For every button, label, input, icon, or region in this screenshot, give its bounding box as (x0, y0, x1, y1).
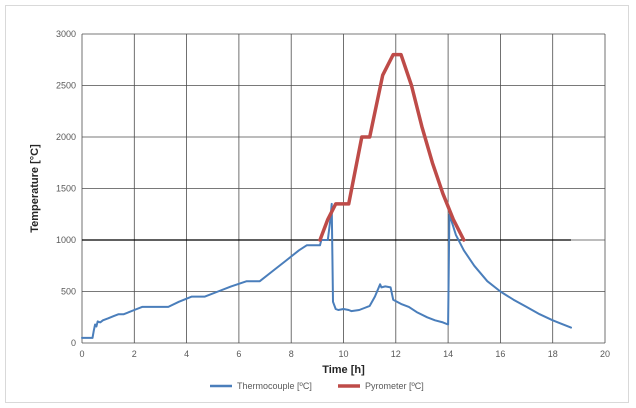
x-tick-label-0: 0 (79, 349, 84, 359)
y-tick-label-2500: 2500 (56, 81, 76, 91)
legend-label-thermocouple: Thermocouple [ºC] (237, 381, 312, 391)
y-tick-label-0: 0 (71, 338, 76, 348)
tick-labels: 0 2 4 6 8 10 12 14 16 18 20 0 500 1000 1500 2000 2500 300… (56, 29, 610, 359)
x-tick-label-6: 6 (236, 349, 241, 359)
grid-lines (81, 33, 606, 344)
x-tick-label-2: 2 (132, 349, 137, 359)
legend-label-pyrometer: Pyrometer [ºC] (365, 381, 424, 391)
x-tick-label-4: 4 (184, 349, 189, 359)
y-tick-label-3000: 3000 (56, 29, 76, 39)
series-line-pyrometer (318, 52, 466, 242)
y-tick-label-1000: 1000 (56, 235, 76, 245)
x-tick-label-18: 18 (548, 349, 558, 359)
x-axis-title: Time [h] (322, 364, 365, 376)
y-axis-title: Temperature [°C] (29, 144, 41, 233)
x-tick-label-14: 14 (443, 349, 453, 359)
x-tick-label-8: 8 (289, 349, 294, 359)
series-group (81, 52, 572, 339)
y-tick-label-500: 500 (61, 287, 76, 297)
chart-frame (5, 5, 629, 403)
x-tick-label-12: 12 (391, 349, 401, 359)
x-tick-label-10: 10 (338, 349, 348, 359)
x-tick-label-16: 16 (495, 349, 505, 359)
y-tick-label-2000: 2000 (56, 132, 76, 142)
legend: Thermocouple [ºC] Pyrometer [ºC] (210, 381, 424, 391)
y-tick-label-1500: 1500 (56, 184, 76, 194)
x-tick-label-20: 20 (600, 349, 610, 359)
